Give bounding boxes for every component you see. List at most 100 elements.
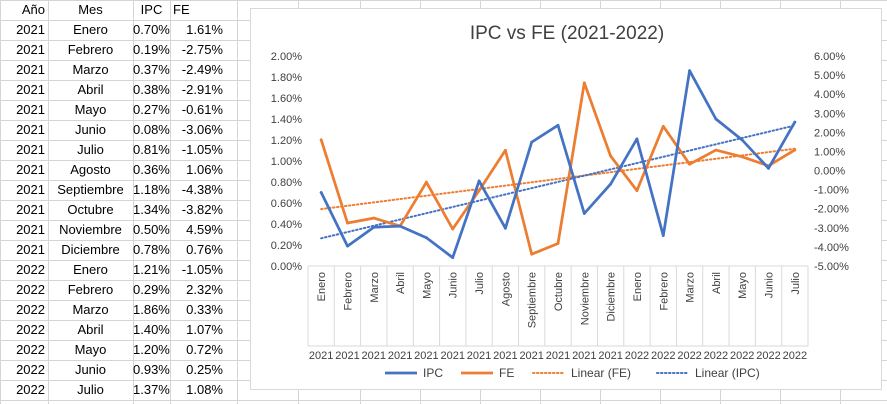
cell-ipc[interactable]: 0.81% bbox=[133, 142, 170, 157]
cell-ipc[interactable]: 0.36% bbox=[133, 162, 170, 177]
cell-ipc[interactable]: 0.27% bbox=[133, 102, 170, 117]
cell-year[interactable]: 2021 bbox=[16, 162, 45, 177]
cell-year[interactable]: 2021 bbox=[16, 202, 45, 217]
cell-year[interactable]: 2021 bbox=[16, 222, 45, 237]
cell-fe[interactable]: 0.25% bbox=[186, 362, 223, 377]
cell-fe[interactable]: 1.08% bbox=[186, 382, 223, 397]
x-category-label: Julio bbox=[474, 272, 486, 295]
cell-fe[interactable]: 0.33% bbox=[186, 302, 223, 317]
cell-ipc[interactable]: 1.40% bbox=[133, 322, 170, 337]
cell-year[interactable]: 2022 bbox=[16, 382, 45, 397]
data-point-ipc bbox=[767, 166, 770, 170]
cell-year[interactable]: 2022 bbox=[16, 262, 45, 277]
cell-month[interactable]: Febrero bbox=[67, 282, 114, 297]
cell-fe[interactable]: -1.05% bbox=[181, 142, 223, 157]
cell-month[interactable]: Diciembre bbox=[61, 242, 120, 257]
cell-fe[interactable]: 1.06% bbox=[186, 162, 223, 177]
y-left-tick-label: 0.80% bbox=[271, 177, 302, 189]
cell-year[interactable]: 2021 bbox=[16, 62, 45, 77]
cell-ipc[interactable]: 0.29% bbox=[133, 282, 170, 297]
cell-fe[interactable]: 2.32% bbox=[186, 282, 223, 297]
cell-fe[interactable]: 0.72% bbox=[186, 342, 223, 357]
y-left-tick-label: 1.00% bbox=[271, 156, 302, 168]
cell-fe[interactable]: 4.59% bbox=[186, 222, 223, 237]
cell-ipc[interactable]: 0.37% bbox=[133, 62, 170, 77]
cell-month[interactable]: Junio bbox=[74, 362, 107, 377]
cell-ipc[interactable]: 1.20% bbox=[133, 342, 170, 357]
cell-month[interactable]: Agosto bbox=[70, 162, 111, 177]
cell-month[interactable]: Febrero bbox=[67, 42, 114, 57]
cell-year[interactable]: 2021 bbox=[16, 142, 45, 157]
cell-month[interactable]: Mayo bbox=[74, 102, 107, 117]
x-year-label: 2021 bbox=[467, 350, 491, 362]
cell-year[interactable]: 2021 bbox=[16, 102, 45, 117]
chart-container[interactable]: IPC vs FE (2021-2022) 0.00% 0.20% 0.40% 0.60… bbox=[250, 8, 882, 390]
cell-month[interactable]: Enero bbox=[73, 262, 108, 277]
series-line-fe bbox=[319, 81, 797, 256]
cell-ipc[interactable]: 0.78% bbox=[133, 242, 170, 257]
cell-ipc[interactable]: 1.21% bbox=[133, 262, 170, 277]
cell-month[interactable]: Junio bbox=[74, 122, 107, 137]
cell-year[interactable]: 2021 bbox=[16, 22, 45, 37]
cell-year[interactable]: 2021 bbox=[16, 182, 45, 197]
cell-month[interactable]: Julio bbox=[77, 142, 104, 157]
cell-fe[interactable]: 1.07% bbox=[186, 322, 223, 337]
x-category-label: Junio bbox=[764, 272, 776, 298]
cell-year[interactable]: 2022 bbox=[16, 362, 45, 377]
column-gridline bbox=[170, 0, 171, 404]
cell-ipc[interactable]: 1.18% bbox=[133, 182, 170, 197]
cell-month[interactable]: Octubre bbox=[67, 202, 114, 217]
cell-year[interactable]: 2021 bbox=[16, 82, 45, 97]
data-point-fe bbox=[793, 148, 797, 152]
cell-month[interactable]: Enero bbox=[73, 22, 108, 37]
header-ipc[interactable]: IPC bbox=[140, 2, 163, 17]
cell-fe[interactable]: 1.61% bbox=[186, 22, 223, 37]
cell-fe[interactable]: -3.82% bbox=[181, 202, 223, 217]
cell-month[interactable]: Noviembre bbox=[59, 222, 122, 237]
cell-ipc[interactable]: 0.08% bbox=[133, 122, 170, 137]
header-year[interactable]: Año bbox=[21, 2, 45, 17]
cell-month[interactable]: Julio bbox=[77, 382, 104, 397]
y-right-tick-label: 2.00% bbox=[814, 127, 845, 139]
cell-year[interactable]: 2021 bbox=[16, 242, 45, 257]
cell-ipc[interactable]: 0.70% bbox=[133, 22, 170, 37]
cell-fe[interactable]: -0.61% bbox=[181, 102, 223, 117]
data-point-ipc bbox=[477, 179, 481, 183]
data-point-ipc bbox=[635, 137, 639, 141]
cell-ipc[interactable]: 0.93% bbox=[133, 362, 170, 377]
cell-fe[interactable]: -3.06% bbox=[181, 122, 223, 137]
cell-year[interactable]: 2021 bbox=[16, 42, 45, 57]
cell-fe[interactable]: -2.75% bbox=[181, 42, 223, 57]
cell-fe[interactable]: 0.76% bbox=[186, 242, 223, 257]
cell-month[interactable]: Abril bbox=[77, 322, 104, 337]
cell-year[interactable]: 2022 bbox=[16, 282, 45, 297]
cell-ipc[interactable]: 0.50% bbox=[133, 222, 170, 237]
cell-year[interactable]: 2022 bbox=[16, 342, 45, 357]
cell-month[interactable]: Septiembre bbox=[57, 182, 124, 197]
header-fe[interactable]: FE bbox=[173, 2, 190, 17]
cell-year[interactable]: 2021 bbox=[16, 122, 45, 137]
cell-fe[interactable]: -2.91% bbox=[181, 82, 223, 97]
x-category-label: Mayo bbox=[421, 272, 433, 299]
x-category-label: Enero bbox=[316, 272, 328, 301]
cell-fe[interactable]: -1.05% bbox=[181, 262, 223, 277]
cell-year[interactable]: 2022 bbox=[16, 302, 45, 317]
cell-ipc[interactable]: 0.19% bbox=[133, 42, 170, 57]
x-category-label: Octubre bbox=[553, 272, 565, 311]
cell-fe[interactable]: -2.49% bbox=[181, 62, 223, 77]
column-gridline bbox=[237, 0, 238, 404]
cell-ipc[interactable]: 1.37% bbox=[133, 382, 170, 397]
cell-month[interactable]: Abril bbox=[77, 82, 104, 97]
cell-month[interactable]: Mayo bbox=[74, 342, 107, 357]
cell-ipc[interactable]: 0.38% bbox=[133, 82, 170, 97]
x-year-label: 2021 bbox=[414, 350, 438, 362]
cell-month[interactable]: Marzo bbox=[72, 62, 109, 77]
cell-month[interactable]: Marzo bbox=[72, 302, 109, 317]
cell-ipc[interactable]: 1.34% bbox=[133, 202, 170, 217]
cell-year[interactable]: 2022 bbox=[16, 322, 45, 337]
header-month[interactable]: Mes bbox=[78, 2, 103, 17]
cell-ipc[interactable]: 1.86% bbox=[133, 302, 170, 317]
x-year-label: 2021 bbox=[362, 350, 386, 362]
cell-fe[interactable]: -4.38% bbox=[181, 182, 223, 197]
